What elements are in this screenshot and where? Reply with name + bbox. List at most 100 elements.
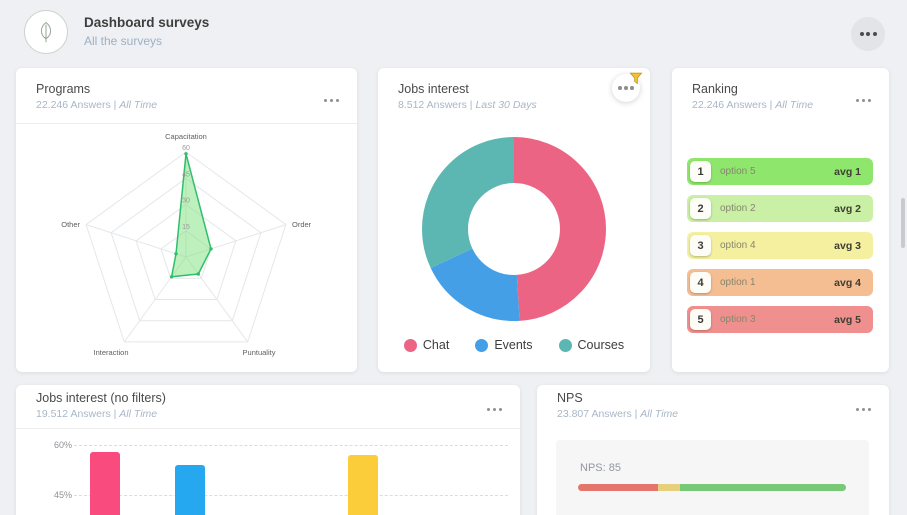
- time-filter: Last 30 Days: [475, 99, 537, 111]
- nps-panel: NPS: 85: [556, 440, 869, 515]
- nps-card: NPS 23.807 Answers | All Time NPS: 85: [537, 385, 889, 515]
- time-filter: All Time: [640, 408, 679, 420]
- radar-series[interactable]: [170, 153, 212, 278]
- bar[interactable]: [348, 455, 378, 515]
- ellipsis-icon: [486, 407, 502, 411]
- bar[interactable]: [90, 451, 120, 515]
- rank-badge: 5: [690, 309, 711, 330]
- ranking-card: Ranking 22.246 Answers | All Time 1 opti…: [672, 68, 889, 372]
- rank-badge: 2: [690, 198, 711, 219]
- jobs-no-filters-card: Jobs interest (no filters) 19.512 Answer…: [16, 385, 520, 515]
- scrollbar-thumb[interactable]: [901, 198, 905, 248]
- nps-segment-0: [578, 484, 659, 491]
- ranking-row[interactable]: 4 option 1 avg 4: [687, 269, 873, 296]
- app-logo[interactable]: [24, 10, 68, 54]
- header-menu-button[interactable]: [851, 17, 885, 51]
- ranking-list: 1 option 5 avg 1 2 option 2 avg 2 3 opti…: [687, 158, 873, 343]
- card-subtitle: 23.807 Answers | All Time: [557, 408, 678, 420]
- y-axis-tick: 45%: [53, 490, 72, 500]
- card-menu-button[interactable]: [483, 395, 507, 418]
- nps-segment-2: [679, 484, 846, 491]
- gridline: [74, 495, 508, 496]
- answers-count: 22.246 Answers |: [36, 99, 117, 111]
- rank-value: avg 1: [834, 165, 861, 178]
- ranking-row[interactable]: 3 option 4 avg 3: [687, 232, 873, 259]
- rank-badge: 4: [690, 272, 711, 293]
- card-subtitle: 19.512 Answers | All Time: [36, 408, 157, 420]
- rank-badge: 1: [690, 161, 711, 182]
- card-menu-button[interactable]: [852, 395, 876, 418]
- svg-text:60: 60: [182, 145, 190, 152]
- card-title: Jobs interest: [398, 82, 469, 96]
- legend-dot-icon: [558, 338, 572, 352]
- svg-text:15: 15: [182, 224, 190, 231]
- rank-label: option 2: [720, 203, 756, 214]
- time-filter: All Time: [119, 408, 158, 420]
- gridline: [74, 445, 508, 446]
- card-title: NPS: [557, 391, 583, 405]
- svg-text:Puntuality: Puntuality: [243, 348, 276, 357]
- svg-text:Interaction: Interaction: [93, 348, 128, 357]
- answers-count: 22.246 Answers |: [692, 99, 773, 111]
- card-menu-button[interactable]: [852, 86, 876, 109]
- y-axis-tick: 60%: [53, 440, 72, 450]
- legend-label: Courses: [577, 338, 625, 352]
- donut-chart: [422, 137, 606, 321]
- legend-dot-icon: [403, 338, 417, 352]
- answers-count: 19.512 Answers |: [36, 408, 117, 420]
- rank-label: option 4: [720, 240, 756, 251]
- rank-label: option 5: [720, 166, 756, 177]
- legend-dot-icon: [475, 338, 489, 352]
- donut-segment-courses[interactable]: [422, 137, 606, 321]
- card-menu-button[interactable]: [612, 72, 643, 102]
- rank-label: option 3: [720, 314, 756, 325]
- chart-legend: Chat Events Courses: [378, 338, 650, 352]
- funnel-icon: [629, 72, 643, 85]
- legend-label: Events: [494, 338, 533, 352]
- nps-gauge: [578, 484, 846, 491]
- time-filter: All Time: [775, 99, 814, 111]
- rank-badge: 3: [690, 235, 711, 256]
- ellipsis-icon: [855, 407, 871, 411]
- page-title: Dashboard surveys: [84, 15, 210, 30]
- rank-label: option 1: [720, 277, 756, 288]
- nps-segment-1: [658, 484, 680, 491]
- svg-text:30: 30: [182, 198, 190, 205]
- legend-item-courses[interactable]: Courses: [558, 338, 625, 352]
- legend-label: Chat: [422, 338, 450, 352]
- radar-chart: 15 30 45 60 Capacitation Order Puntuality Inter…: [61, 132, 312, 357]
- ellipsis-icon: [618, 86, 634, 90]
- rank-value: avg 3: [834, 239, 861, 252]
- jobs-interest-card: Jobs interest 8.512 Answers | Last 30 Da…: [378, 68, 650, 372]
- ranking-row[interactable]: 5 option 3 avg 5: [687, 306, 873, 333]
- card-subtitle: 8.512 Answers | Last 30 Days: [398, 99, 537, 111]
- ellipsis-icon: [859, 32, 877, 36]
- svg-text:45: 45: [182, 171, 190, 178]
- card-subtitle: 22.246 Answers | All Time: [36, 99, 157, 111]
- ellipsis-icon: [855, 98, 871, 102]
- svg-text:Capacitation: Capacitation: [165, 132, 207, 141]
- card-menu-button[interactable]: [320, 86, 344, 109]
- programs-card: Programs 22.246 Answers | All Time 15 30 4…: [16, 68, 357, 372]
- nps-score: NPS: 85: [580, 462, 621, 474]
- rank-value: avg 5: [834, 313, 861, 326]
- divider: [16, 428, 520, 429]
- bar-chart: [16, 385, 520, 515]
- legend-item-chat[interactable]: Chat: [403, 338, 450, 352]
- rank-value: avg 2: [834, 202, 861, 215]
- leaf-icon: [40, 21, 52, 43]
- bar[interactable]: [175, 465, 205, 515]
- answers-count: 23.807 Answers |: [557, 408, 638, 420]
- page-subtitle: All the surveys: [84, 34, 163, 48]
- ranking-row[interactable]: 2 option 2 avg 2: [687, 195, 873, 222]
- ellipsis-icon: [323, 98, 339, 102]
- card-subtitle: 22.246 Answers | All Time: [692, 99, 813, 111]
- legend-item-events[interactable]: Events: [475, 338, 533, 352]
- donut-segment-events[interactable]: [422, 137, 606, 321]
- card-title: Programs: [36, 82, 91, 96]
- time-filter: All Time: [119, 99, 158, 111]
- ranking-row[interactable]: 1 option 5 avg 1: [687, 158, 873, 185]
- divider: [16, 123, 357, 124]
- svg-text:Order: Order: [292, 220, 312, 229]
- answers-count: 8.512 Answers |: [398, 99, 473, 111]
